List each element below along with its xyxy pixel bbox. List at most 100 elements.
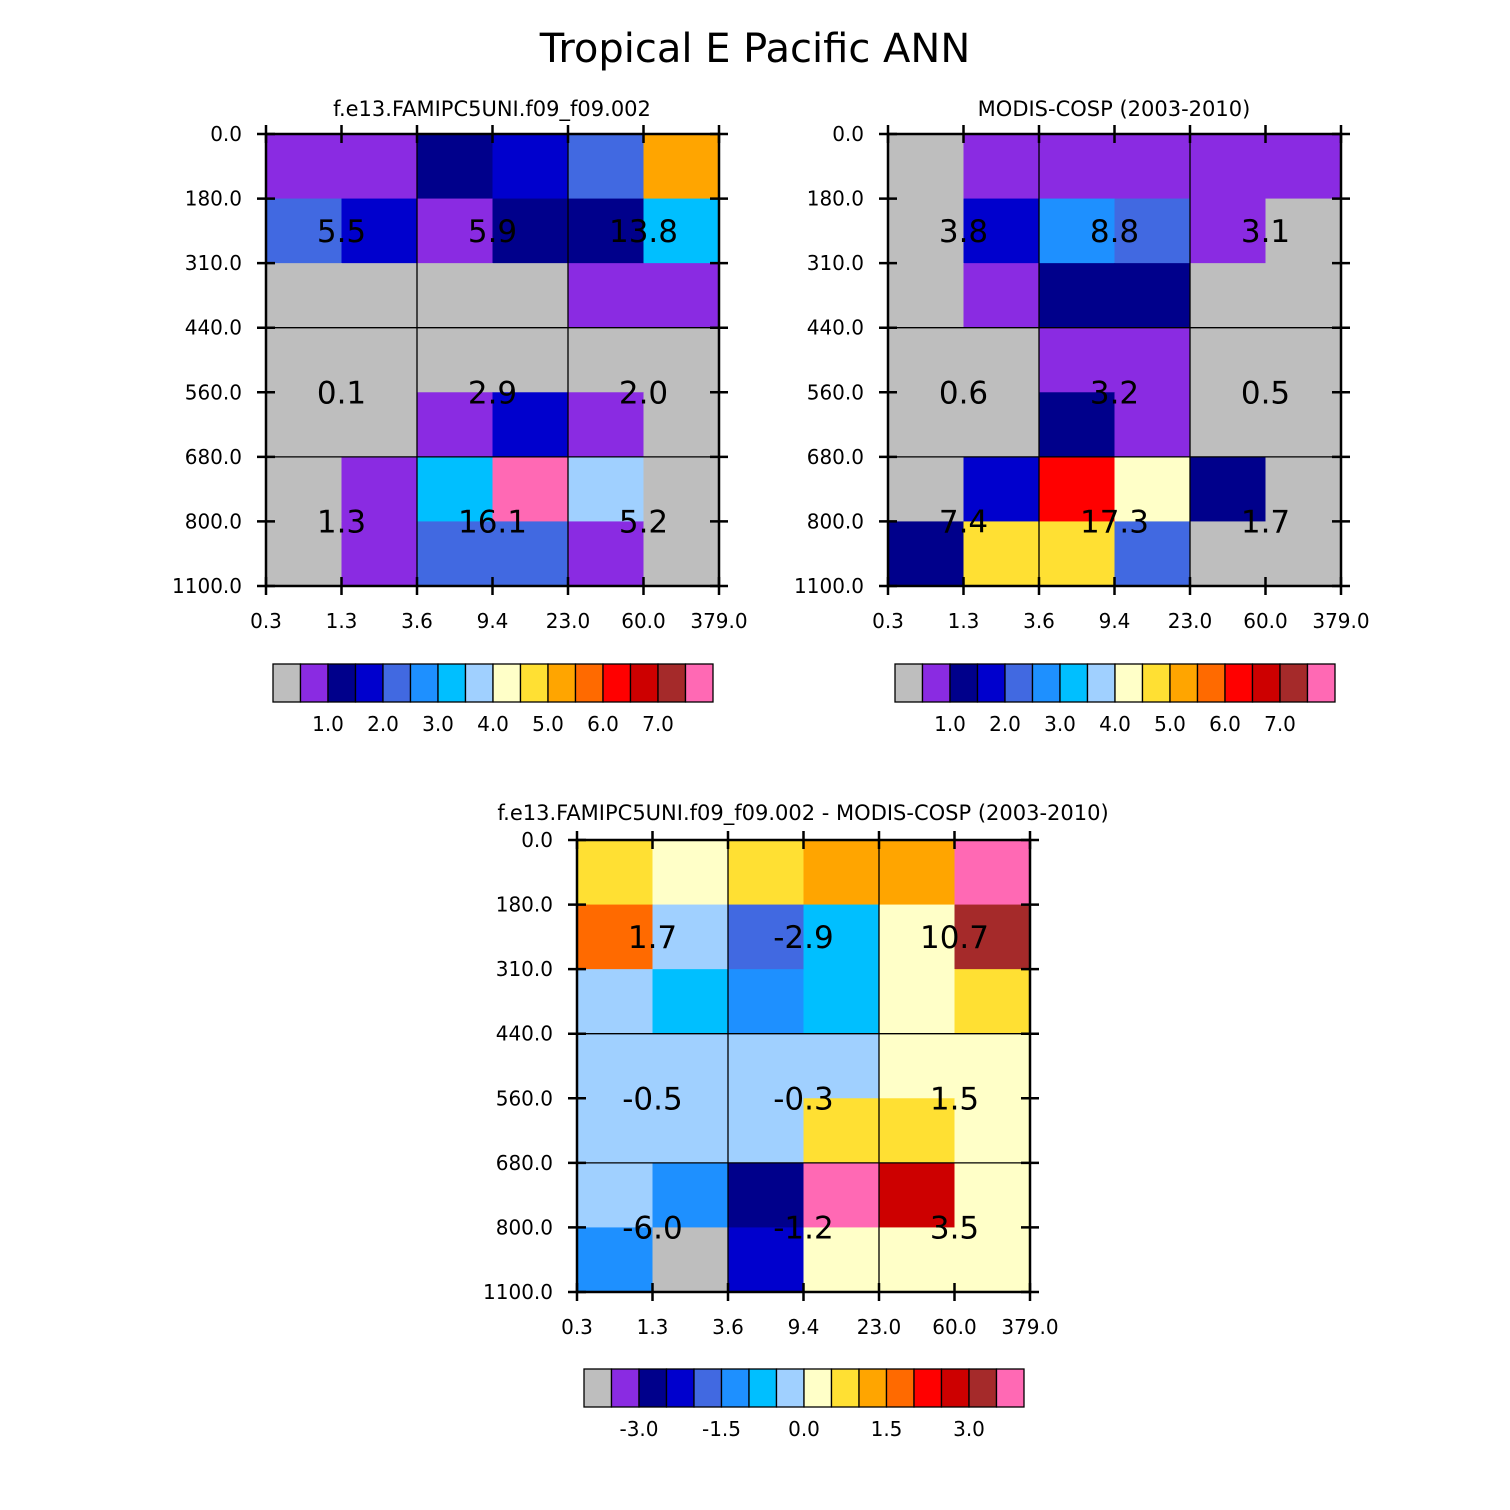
heatmap-cell <box>803 969 880 1035</box>
heatmap-cell <box>568 521 645 587</box>
colorbar-box <box>968 1368 998 1408</box>
block-value: -6.0 <box>622 1210 683 1246</box>
heatmap-cell <box>888 521 965 587</box>
heatmap-cell <box>492 521 569 587</box>
heatmap-cell <box>266 456 343 523</box>
heatmap-cell <box>577 840 654 906</box>
heatmap-cell <box>643 263 720 329</box>
y-tick-label: 310.0 <box>496 957 553 981</box>
heatmap-cell <box>341 263 418 329</box>
colorbar-box <box>1169 663 1199 703</box>
block-value: 7.4 <box>939 504 988 540</box>
heatmap-cell <box>341 392 418 458</box>
colorbar-label: -3.0 <box>619 1417 658 1441</box>
heatmap-cell <box>266 327 343 393</box>
colorbar-box <box>1086 663 1116 703</box>
y-tick-label: 680.0 <box>807 445 864 469</box>
colorbar-box <box>492 663 522 703</box>
heatmap-cell <box>1039 456 1116 523</box>
heatmap-cell <box>652 1098 729 1164</box>
block-value: 1.7 <box>628 920 677 956</box>
y-tick-label: 560.0 <box>807 380 864 404</box>
colorbar: -3.0 -1.5 0.0 1.5 3.0 <box>583 1368 1025 1441</box>
heatmap-cell <box>1114 456 1191 523</box>
heatmap-cell <box>954 1098 1031 1164</box>
heatmap-cell <box>1265 392 1342 458</box>
heatmap-cell <box>1114 134 1191 200</box>
heatmap-cell <box>963 456 1040 523</box>
panel-title: MODIS-COSP (2003-2010) <box>978 97 1251 121</box>
heatmap-cell <box>888 327 965 393</box>
panel-2: MODIS-COSP (2003-2010) 3.8 8.8 3.1 0.6 3.2 0.5… <box>794 97 1370 736</box>
y-tick-label: 1100.0 <box>483 1280 553 1304</box>
colorbar-box <box>995 1368 1025 1408</box>
colorbar: 1.0 2.0 3.0 4.0 5.0 6.0 7.0 <box>272 663 714 736</box>
heatmap-cell <box>1265 456 1342 523</box>
colorbar-box <box>1251 663 1281 703</box>
heatmap-cell <box>643 521 720 587</box>
colorbar-box <box>409 663 439 703</box>
colorbar-label: 6.0 <box>587 712 619 736</box>
y-tick-label: 0.0 <box>832 122 864 146</box>
heatmap-cell <box>879 1162 956 1229</box>
heatmap-cell <box>954 904 1031 970</box>
block-value: -0.3 <box>773 1081 834 1117</box>
block-value: -1.2 <box>773 1210 834 1246</box>
x-tick-label: 60.0 <box>932 1315 977 1339</box>
x-tick-label: 0.3 <box>250 609 282 633</box>
block-value: 16.1 <box>458 504 527 540</box>
block-value: 8.8 <box>1090 214 1139 250</box>
heatmap-cell <box>652 840 729 906</box>
heatmap-cell <box>417 327 494 393</box>
y-tick-label: 0.0 <box>210 122 242 146</box>
y-tick-label: 1100.0 <box>172 574 242 598</box>
colorbar-label: 6.0 <box>1209 712 1241 736</box>
y-tick-label: 560.0 <box>185 380 242 404</box>
colorbar-box <box>574 663 604 703</box>
heatmap-cell <box>568 198 645 264</box>
panels: f.e13.FAMIPC5UNI.f09_f09.002 5.5 5.9 13.8 0.… <box>172 97 1370 1441</box>
colorbar-box <box>949 663 979 703</box>
heatmap-cell <box>266 392 343 458</box>
heatmap-cell <box>492 456 569 523</box>
y-tick-label: 560.0 <box>496 1086 553 1110</box>
x-tick-label: 3.6 <box>712 1315 744 1339</box>
colorbar-box <box>327 663 357 703</box>
colorbar-box <box>299 663 329 703</box>
x-tick-label: 23.0 <box>546 609 591 633</box>
colorbar-box <box>1031 663 1061 703</box>
colorbar-box <box>913 1368 943 1408</box>
heatmap-cell <box>954 969 1031 1035</box>
block-value: 0.1 <box>317 375 366 411</box>
y-tick-label: 440.0 <box>496 1022 553 1046</box>
colorbar-box <box>720 1368 750 1408</box>
colorbar-label: 1.0 <box>934 712 966 736</box>
y-tick-label: 310.0 <box>185 251 242 275</box>
colorbar-label: 4.0 <box>477 712 509 736</box>
x-tick-label: 0.3 <box>872 609 904 633</box>
heatmap-cell <box>643 198 720 264</box>
block-value: 3.2 <box>1090 375 1139 411</box>
colorbar-box <box>437 663 467 703</box>
heatmap-cell <box>1039 198 1116 264</box>
heatmap-cell <box>652 1227 729 1293</box>
heatmap-cell <box>728 904 805 970</box>
block-value: -0.5 <box>622 1081 683 1117</box>
heatmap-cell <box>954 1227 1031 1293</box>
panel-title: f.e13.FAMIPC5UNI.f09_f09.002 - MODIS-COS… <box>497 801 1108 826</box>
heatmap-cell <box>888 134 965 200</box>
heatmap-cell <box>1265 263 1342 329</box>
heatmap-cell <box>728 1227 805 1293</box>
block-value: 5.2 <box>619 504 668 540</box>
heatmap-cell <box>1190 456 1267 523</box>
heatmap-cell <box>888 263 965 329</box>
colorbar-box <box>1279 663 1309 703</box>
heatmap-cell <box>577 969 654 1035</box>
y-tick-label: 180.0 <box>185 187 242 211</box>
heatmap-cell <box>803 840 880 906</box>
block-value: 3.5 <box>930 1210 979 1246</box>
y-tick-label: 1100.0 <box>794 574 864 598</box>
y-tick-label: 310.0 <box>807 251 864 275</box>
heatmap-cell <box>1114 263 1191 329</box>
